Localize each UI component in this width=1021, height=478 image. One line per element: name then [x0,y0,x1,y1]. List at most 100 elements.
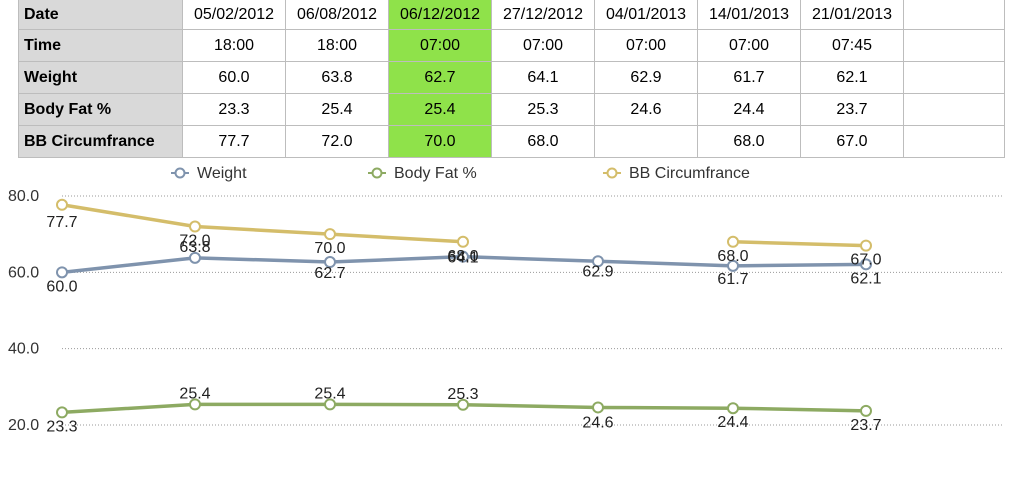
legend-marker [606,167,618,179]
table-cell: 24.4 [697,93,801,126]
table-cell: 25.4 [388,93,492,126]
chart-data-labels: 60.0 63.8 62.7 64.1 62.9 61.7 62.1 23.3 25.4 25.4… [46,214,881,436]
data-label: 24.6 [582,414,613,431]
row-header: Weight [18,61,183,94]
table-row: BB Circumfrance 77.7 72.0 70.0 68.0 68.0 67.0 [18,125,1005,158]
table-cell: 06/08/2012 [285,0,389,30]
table-cell: 14/01/2013 [697,0,801,30]
table-cell-empty [903,29,1005,62]
data-point [189,398,201,411]
table-cell: 07:45 [800,29,904,62]
table-cell: 21/01/2013 [800,0,904,30]
row-header: Date [18,0,183,30]
table-cell: 77.7 [182,125,286,158]
data-label: 61.7 [717,271,748,288]
table-cell: 62.1 [800,61,904,94]
data-point [860,258,872,271]
data-point [324,228,336,241]
table-cell-empty [903,125,1005,158]
data-label: 77.7 [46,214,77,231]
table-cell: 70.0 [388,125,492,158]
legend-marker [174,167,186,179]
y-tick-label: 40.0 [8,341,39,358]
table-cell-empty [903,61,1005,94]
data-label: 60.0 [46,278,77,295]
chart-legend: Weight Body Fat % BB Circumfrance [171,165,750,182]
data-point [457,235,469,248]
data-point [592,255,604,268]
data-label: 68.0 [447,248,478,265]
table-cell: 07:00 [697,29,801,62]
legend-label: Body Fat % [394,165,477,182]
table-cell: 64.1 [491,61,595,94]
data-label: 23.7 [850,417,881,434]
table-row: Body Fat % 23.3 25.4 25.4 25.3 24.6 24.4 23.7 [18,93,1005,126]
data-point [189,220,201,233]
table-cell: 68.0 [491,125,595,158]
row-header: BB Circumfrance [18,125,183,158]
table-cell: 04/01/2013 [594,0,698,30]
table-cell: 24.6 [594,93,698,126]
table-row: Weight 60.0 63.8 62.7 64.1 62.9 61.7 62.1 [18,61,1005,94]
series-line [732,240,867,248]
y-tick-label: 80.0 [8,188,39,205]
table-cell: 61.7 [697,61,801,94]
chart-grid: 20.0 40.0 60.0 80.0 [8,188,1003,434]
legend-label: Weight [197,165,247,182]
table-cell: 07:00 [491,29,595,62]
table-cell: 07:00 [388,29,492,62]
data-point [457,250,469,263]
table-cell-empty [903,0,1005,30]
table-cell: 07:00 [594,29,698,62]
data-point [860,404,872,417]
y-tick-label: 20.0 [8,417,39,434]
table-cell: 27/12/2012 [491,0,595,30]
data-point [56,198,68,211]
data-label: 24.4 [717,414,748,431]
row-header: Time [18,29,183,62]
data-label: 72.0 [179,233,210,250]
line-chart: 20.0 40.0 60.0 80.0 Weight Body Fat % BB Circ… [8,165,1003,436]
data-point [727,402,739,415]
table-cell: 62.9 [594,61,698,94]
data-point [56,406,68,419]
data-point [189,251,201,264]
table-cell: 05/02/2012 [182,0,286,30]
table-cell: 18:00 [182,29,286,62]
data-point [727,235,739,248]
table-cell [594,125,698,158]
data-point [727,259,739,272]
table-cell: 06/12/2012 [388,0,492,30]
data-label: 62.7 [314,265,345,282]
data-label: 25.3 [447,386,478,403]
table-cell: 60.0 [182,61,286,94]
table-cell: 72.0 [285,125,389,158]
legend-label: BB Circumfrance [629,165,750,182]
data-point [860,239,872,252]
data-point [457,398,469,411]
table-row: Time 18:00 18:00 07:00 07:00 07:00 07:00 07:45 [18,29,1005,62]
y-tick-label: 60.0 [8,264,39,281]
data-table: Date 05/02/2012 06/08/2012 06/12/2012 27/12/… [18,0,1005,158]
data-point [324,398,336,411]
table-cell: 25.4 [285,93,389,126]
table-cell: 18:00 [285,29,389,62]
data-label: 62.1 [850,270,881,287]
table-cell: 62.7 [388,61,492,94]
data-label: 64.1 [447,250,478,267]
chart-series [56,198,872,419]
data-label: 23.3 [46,418,77,435]
data-label: 68.0 [717,248,748,265]
data-label: 67.0 [850,252,881,269]
table-row: Date 05/02/2012 06/08/2012 06/12/2012 27/12/… [18,0,1005,30]
table-cell: 67.0 [800,125,904,158]
data-point [56,266,68,279]
table-cell: 25.3 [491,93,595,126]
data-label: 70.0 [314,240,345,257]
data-point [324,256,336,269]
table-cell-empty [903,93,1005,126]
table-cell: 63.8 [285,61,389,94]
table-cell: 23.7 [800,93,904,126]
row-header: Body Fat % [18,93,183,126]
data-label: 62.9 [582,263,613,280]
